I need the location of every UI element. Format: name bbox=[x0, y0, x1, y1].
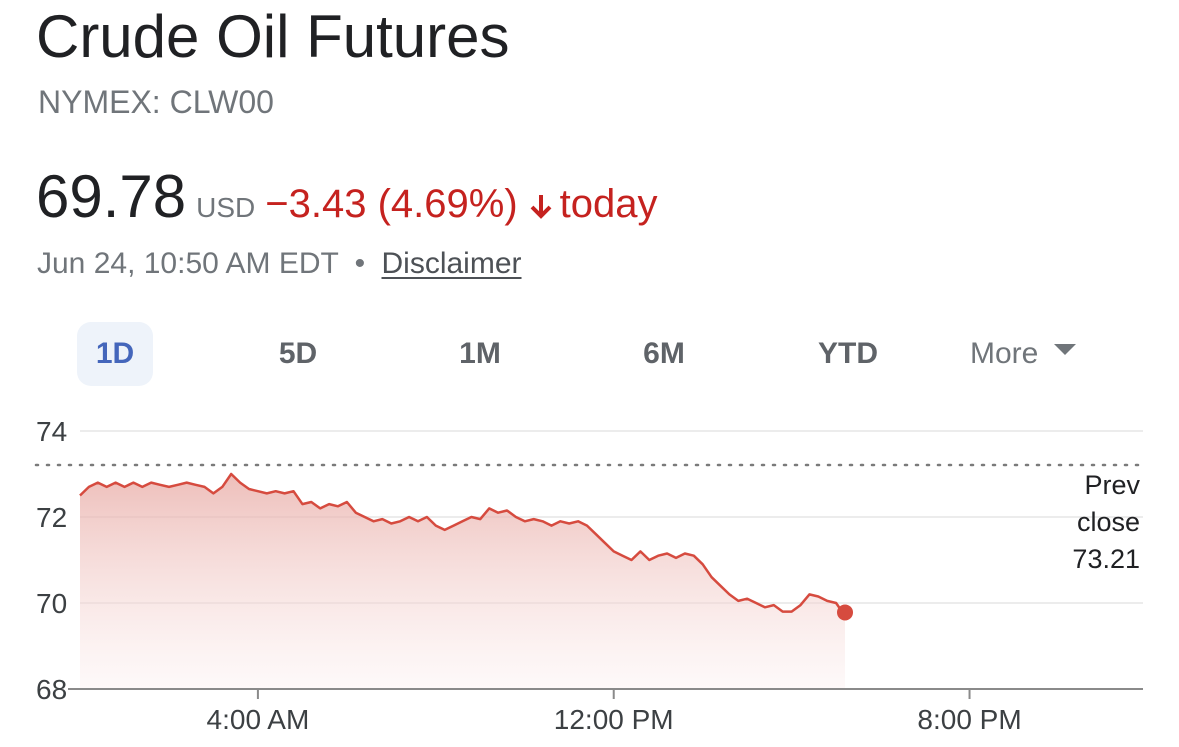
quote-meta: Jun 24, 10:50 AM EDT • Disclaimer bbox=[37, 244, 522, 284]
disclaimer-link[interactable]: Disclaimer bbox=[381, 247, 522, 280]
caret-down-icon bbox=[1054, 344, 1077, 355]
price-line bbox=[79, 472, 846, 614]
tab-1d[interactable]: 1D bbox=[77, 322, 153, 386]
prev-close-label: close bbox=[1077, 507, 1140, 537]
y-tick-label: 74 bbox=[36, 416, 67, 447]
meta-separator: • bbox=[354, 247, 366, 280]
x-tick-label: 4:00 AM bbox=[207, 704, 310, 735]
y-tick-label: 68 bbox=[36, 674, 67, 705]
price-change: −3.43 (4.69%) bbox=[265, 182, 518, 226]
y-tick-label: 70 bbox=[36, 588, 67, 619]
price-chart: 68 70 72 74 4:00 AM 12:00 PM 8:00 PM Prev clo… bbox=[34, 416, 1143, 735]
tab-1m[interactable]: 1M bbox=[459, 337, 501, 370]
y-axis: 68 70 72 74 bbox=[36, 416, 67, 705]
x-axis: 4:00 AM 12:00 PM 8:00 PM bbox=[207, 689, 1022, 735]
y-tick-label: 72 bbox=[36, 502, 67, 533]
prev-close-label: Prev bbox=[1084, 470, 1140, 500]
quote-timestamp: Jun 24, 10:50 AM EDT bbox=[37, 247, 339, 280]
price-area bbox=[80, 474, 845, 689]
tab-more-label: More bbox=[970, 337, 1039, 370]
last-price-point bbox=[837, 604, 854, 621]
prev-close-value: 73.21 bbox=[1072, 544, 1140, 574]
quote-row: 69.78 USD −3.43 (4.69%) today bbox=[36, 162, 658, 232]
arrow-down-icon bbox=[530, 193, 552, 219]
ticker-symbol: NYMEX: CLW00 bbox=[38, 84, 274, 120]
change-period: today bbox=[559, 182, 658, 226]
x-tick-label: 12:00 PM bbox=[554, 704, 674, 735]
x-tick-label: 8:00 PM bbox=[917, 704, 1021, 735]
tab-6m[interactable]: 6M bbox=[643, 337, 685, 370]
currency-label: USD bbox=[196, 192, 256, 223]
tab-more[interactable]: More bbox=[970, 322, 1100, 386]
current-price: 69.78 bbox=[36, 163, 187, 230]
page-title: Crude Oil Futures bbox=[36, 3, 510, 70]
tab-5d[interactable]: 5D bbox=[278, 337, 318, 370]
tab-ytd[interactable]: YTD bbox=[818, 337, 878, 370]
range-tabs: 1D 5D 1M 6M YTD More bbox=[0, 322, 1179, 386]
